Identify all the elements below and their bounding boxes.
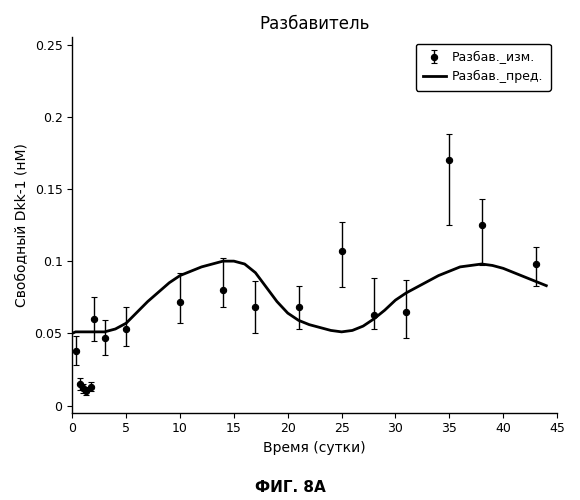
Разбав._пред.	[446, 268, 453, 274]
Разбав._пред.	[85, 329, 92, 335]
Разбав._пред.	[77, 329, 84, 335]
Y-axis label: Свободный Dkk-1 (нМ): Свободный Dkk-1 (нМ)	[15, 143, 29, 307]
Разбав._пред.	[360, 323, 367, 329]
Разбав._пред.	[467, 262, 474, 268]
Разбав._пред.	[521, 274, 528, 280]
Разбав._пред.	[284, 310, 291, 316]
Разбав._пред.	[317, 324, 324, 330]
Разбав._пред.	[274, 298, 281, 304]
Разбав._пред.	[371, 316, 378, 322]
Разбав._пред.	[500, 266, 507, 272]
Разбав._пред.	[72, 329, 79, 335]
Разбав._пред.	[122, 320, 129, 326]
Разбав._пред.	[176, 272, 183, 278]
Разбав._пред.	[263, 284, 270, 290]
Разбав._пред.	[327, 328, 334, 334]
Разбав._пред.	[489, 262, 496, 268]
Разбав._пред.	[166, 280, 173, 286]
Разбав._пред.	[101, 329, 108, 335]
Разбав._пред.	[425, 278, 432, 284]
Title: Разбавитель: Разбавитель	[259, 15, 370, 33]
Разбав._пред.	[532, 278, 539, 284]
Разбав._пред.	[478, 261, 485, 267]
Разбав._пред.	[435, 272, 442, 278]
Разбав._пред.	[144, 298, 151, 304]
Разбав._пред.	[456, 264, 463, 270]
Разбав._пред.	[79, 329, 86, 335]
Разбав._пред.	[510, 270, 517, 276]
Line: Разбав._пред.: Разбав._пред.	[72, 261, 546, 334]
Разбав._пред.	[198, 264, 205, 270]
Разбав._пред.	[543, 282, 550, 288]
Legend: Разбав._изм., Разбав._пред.: Разбав._изм., Разбав._пред.	[415, 44, 551, 91]
Разбав._пред.	[230, 258, 237, 264]
Разбав._пред.	[381, 307, 388, 313]
Разбав._пред.	[252, 270, 259, 276]
Разбав._пред.	[349, 328, 356, 334]
Разбав._пред.	[414, 284, 420, 290]
Разбав._пред.	[306, 322, 313, 328]
X-axis label: Время (сутки): Время (сутки)	[263, 441, 366, 455]
Разбав._пред.	[90, 329, 97, 335]
Разбав._пред.	[69, 330, 76, 336]
Разбав._пред.	[241, 261, 248, 267]
Разбав._пред.	[403, 290, 409, 296]
Разбав._пред.	[338, 329, 345, 335]
Разбав._пред.	[295, 318, 302, 324]
Разбав._пред.	[220, 258, 227, 264]
Разбав._пред.	[392, 297, 399, 303]
Разбав._пред.	[96, 329, 103, 335]
Text: ФИГ. 8А: ФИГ. 8А	[255, 480, 325, 495]
Разбав._пред.	[112, 326, 119, 332]
